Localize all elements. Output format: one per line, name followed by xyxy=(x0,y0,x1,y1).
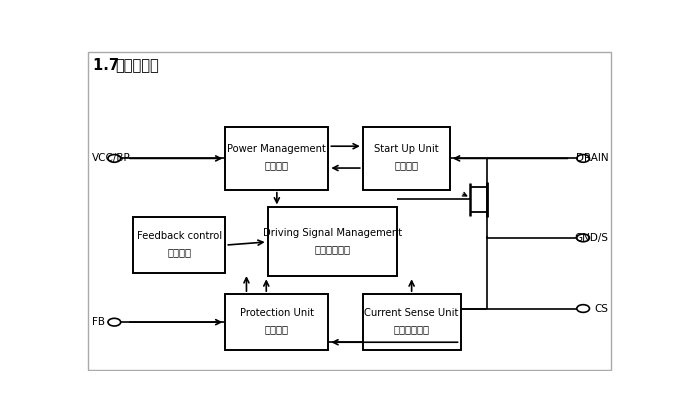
Text: 电流检测单元: 电流检测单元 xyxy=(394,324,430,334)
Text: FB: FB xyxy=(91,317,104,327)
Text: Protection Unit: Protection Unit xyxy=(240,308,314,318)
Text: GND/S: GND/S xyxy=(574,233,608,243)
Bar xyxy=(267,207,397,276)
Text: 保护单元: 保护单元 xyxy=(265,324,289,334)
Text: 驱动信号管理: 驱动信号管理 xyxy=(314,244,351,254)
Text: 启动单元: 启动单元 xyxy=(394,161,418,171)
Text: 功能框图：: 功能框图： xyxy=(115,58,159,73)
Text: Current Sense Unit: Current Sense Unit xyxy=(364,308,459,318)
Bar xyxy=(225,127,329,190)
Text: 1.7: 1.7 xyxy=(93,58,124,73)
Text: VCC/BP: VCC/BP xyxy=(91,153,130,163)
Text: CS: CS xyxy=(595,304,608,314)
Text: DRAIN: DRAIN xyxy=(576,153,608,163)
Text: Power Management: Power Management xyxy=(227,144,326,154)
Bar xyxy=(133,217,225,273)
Text: Feedback control: Feedback control xyxy=(136,231,222,241)
Bar xyxy=(363,127,450,190)
Bar xyxy=(225,294,329,350)
Text: 电源管理: 电源管理 xyxy=(265,161,289,171)
Text: 反馈控制: 反馈控制 xyxy=(167,247,191,257)
Text: Start Up Unit: Start Up Unit xyxy=(374,144,439,154)
Text: Driving Signal Management: Driving Signal Management xyxy=(263,228,402,238)
Bar xyxy=(363,294,460,350)
